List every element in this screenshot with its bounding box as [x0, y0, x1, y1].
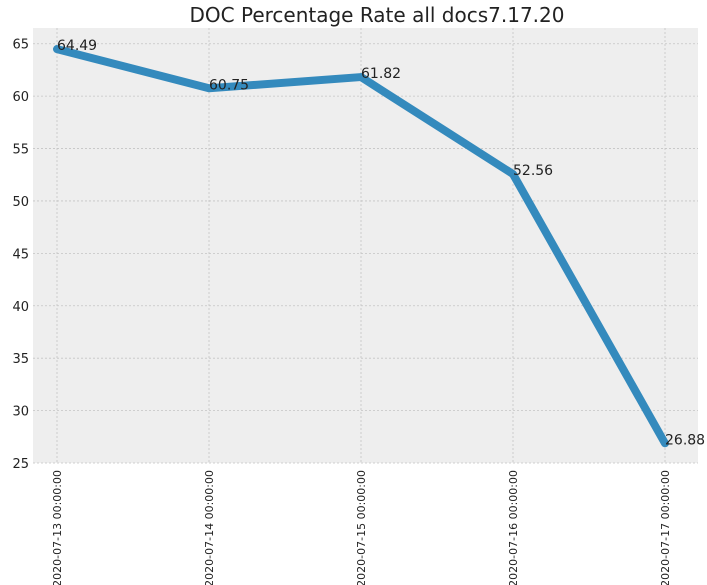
data-label: 60.75: [209, 77, 249, 93]
y-tick-label: 25: [12, 457, 29, 472]
data-point: [205, 84, 213, 92]
x-tick-label: 2020-07-16 00:00:00: [507, 470, 520, 585]
chart-title: DOC Percentage Rate all docs7.17.20: [190, 3, 565, 27]
x-tick-label: 2020-07-14 00:00:00: [203, 470, 216, 585]
data-label: 26.88: [665, 432, 705, 448]
x-tick-label: 2020-07-17 00:00:00: [659, 470, 672, 585]
data-point: [661, 439, 669, 447]
series-layer: [53, 45, 669, 448]
data-label: 52.56: [513, 163, 553, 179]
y-tick-label: 40: [12, 300, 29, 315]
y-tick-label: 45: [12, 247, 29, 262]
data-point: [509, 170, 517, 178]
data-label-layer: 64.49 60.75 61.82 52.56 26.88: [57, 38, 705, 448]
data-label: 61.82: [361, 66, 401, 82]
data-label: 64.49: [57, 38, 97, 54]
data-point: [357, 73, 365, 81]
y-axis-ticks: 25 30 35 40 45 50 55 60 65: [12, 38, 29, 472]
y-tick-label: 65: [12, 38, 29, 53]
x-tick-label: 2020-07-13 00:00:00: [51, 470, 64, 585]
y-tick-label: 60: [12, 90, 29, 105]
grid: [33, 28, 698, 464]
y-tick-label: 55: [12, 143, 29, 158]
y-tick-label: 35: [12, 352, 29, 367]
y-tick-label: 30: [12, 405, 29, 420]
x-axis-ticks: 2020-07-13 00:00:00 2020-07-14 00:00:00 20…: [51, 470, 672, 585]
plot-area: [33, 28, 698, 463]
data-point: [53, 45, 61, 53]
x-tick-label: 2020-07-15 00:00:00: [355, 470, 368, 585]
y-tick-label: 50: [12, 195, 29, 210]
